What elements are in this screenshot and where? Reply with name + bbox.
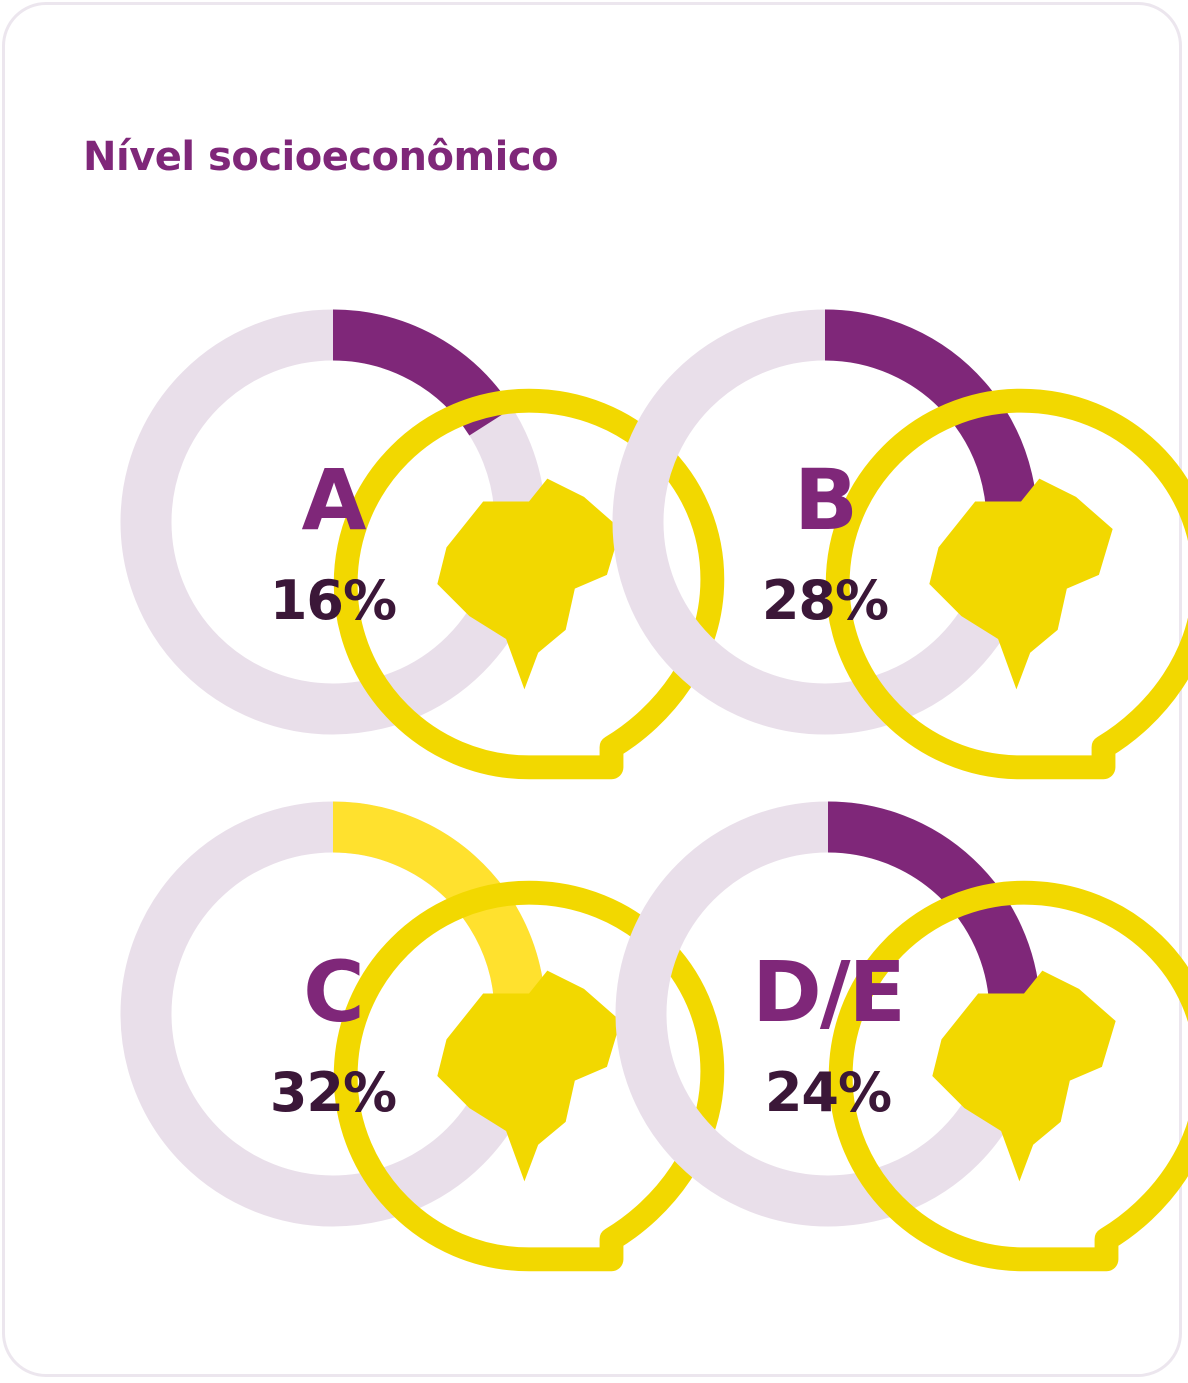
donut-value-label: 16% <box>269 569 397 632</box>
brazil-map-pin-icon <box>309 364 725 780</box>
donut-value-label: 24% <box>764 1061 892 1124</box>
donut-value-label: 32% <box>269 1061 397 1124</box>
donut-chart-a: A 16% <box>113 302 725 780</box>
donut-arc-de <box>827 801 1041 1005</box>
donut-category-label: C <box>303 943 365 1041</box>
donut-chart-c: C 32% <box>113 794 725 1272</box>
donut-chart-b: B 28% <box>605 302 1188 780</box>
donut-category-label: A <box>301 451 366 549</box>
donut-chart-de: D/E 24% <box>608 794 1188 1272</box>
donut-category-label: B <box>793 451 858 549</box>
donut-category-label: D/E <box>752 943 906 1041</box>
donut-value-label: 28% <box>761 569 889 632</box>
page-title: Nível socioeconômico <box>83 134 559 180</box>
brazil-map-pin-icon <box>804 856 1188 1272</box>
brazil-map-pin-icon <box>801 364 1188 780</box>
brazil-map-pin-icon <box>309 856 725 1272</box>
